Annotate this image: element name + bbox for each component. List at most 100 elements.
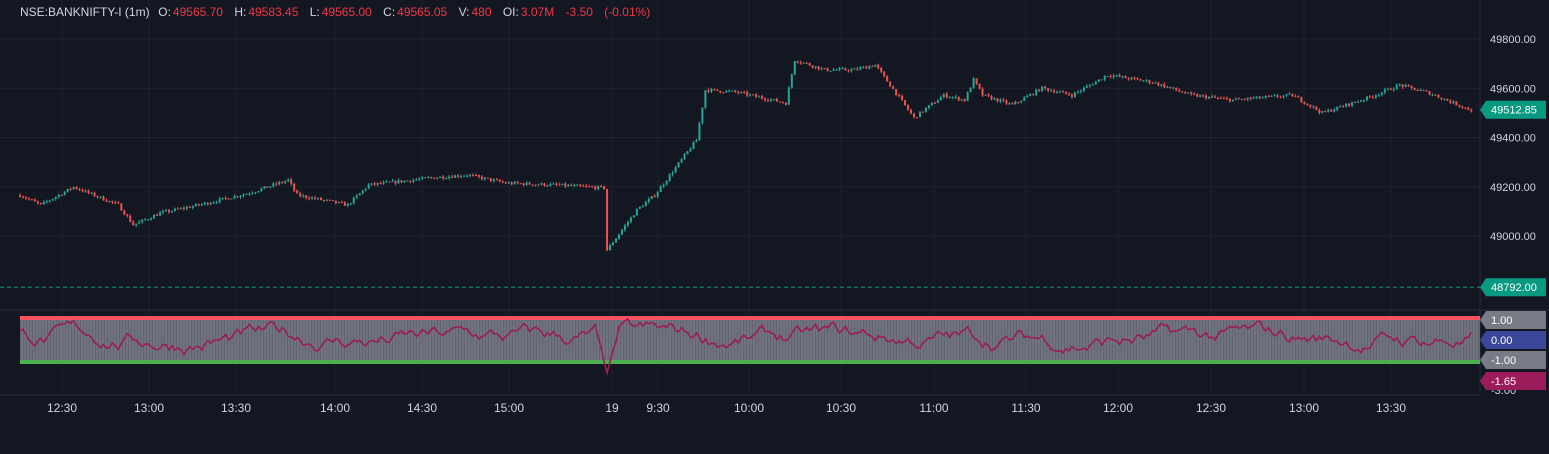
candle-body [391, 180, 394, 182]
time-tick-label: 10:30 [826, 401, 856, 415]
candle-body [197, 204, 200, 206]
candle-body [799, 62, 802, 64]
candle-body [1041, 86, 1044, 92]
candle-body [1240, 99, 1243, 101]
candle-body [1044, 86, 1047, 89]
candle-body [761, 96, 764, 99]
candle-body [334, 200, 337, 204]
price-tick-label: 49800.00 [1490, 34, 1536, 46]
symbol-label[interactable]: NSE:BANKNIFTY-I (1m) [20, 5, 150, 19]
candle-body [358, 193, 361, 196]
candle-body [939, 97, 942, 101]
candle-body [862, 66, 865, 68]
candle-body [451, 176, 454, 178]
candle-body [1142, 80, 1145, 82]
candle-body [996, 98, 999, 102]
candle-body [519, 183, 522, 185]
candle-body [463, 175, 466, 177]
candle-body [1398, 84, 1401, 86]
candle-body [266, 186, 269, 188]
candle-body [129, 216, 132, 222]
candle-body [680, 158, 683, 163]
candle-body [400, 180, 403, 183]
candle-body [1029, 93, 1032, 96]
candle-body [647, 198, 650, 203]
candle-body [516, 181, 519, 184]
candle-body [1273, 95, 1276, 97]
candle-body [942, 93, 945, 98]
candle-body [623, 225, 626, 230]
candle-body [421, 177, 424, 179]
candle-body [1285, 94, 1288, 96]
candle-body [868, 66, 871, 69]
candle-body [1267, 96, 1270, 98]
candle-body [1428, 91, 1431, 95]
candle-body [641, 206, 644, 208]
candle-body [778, 101, 781, 103]
candle-body [433, 177, 436, 179]
candle-body [1076, 91, 1079, 93]
candle-body [254, 192, 257, 194]
candle-body [981, 88, 984, 96]
candle-body [710, 89, 713, 92]
horizontal-line-label: 48792.00 [1491, 282, 1537, 294]
candle-body [924, 108, 927, 112]
candle-body [1121, 76, 1124, 78]
candle-body [1365, 96, 1368, 101]
candle-body [689, 148, 692, 152]
candle-body [1148, 80, 1151, 83]
candle-body [1249, 97, 1252, 99]
candle-body [19, 195, 21, 197]
candle-body [573, 185, 576, 187]
candle-body [1008, 103, 1011, 105]
candle-body [66, 188, 69, 192]
candle-body [1178, 90, 1181, 92]
candle-body [1321, 111, 1324, 113]
candle-body [203, 202, 206, 205]
candle-body [1461, 106, 1464, 108]
osc-tick-minus-1: -1.00 [1491, 355, 1516, 367]
candle-body [1237, 98, 1240, 100]
candle-body [740, 92, 743, 94]
candle-body [1115, 75, 1118, 77]
candle-body [1374, 95, 1377, 98]
candle-body [701, 107, 704, 124]
candle-body [102, 196, 105, 201]
volume-value: 480 [471, 5, 492, 19]
candle-body [668, 174, 671, 181]
candle-body [1145, 80, 1148, 82]
candle-body [185, 207, 188, 209]
candle-body [1434, 94, 1437, 96]
candle-body [704, 90, 707, 108]
candle-body [832, 69, 835, 71]
candle-body [1470, 109, 1473, 112]
candle-body [1112, 75, 1115, 77]
candle-body [1157, 82, 1160, 86]
candle-body [1437, 95, 1440, 98]
candle-body [105, 200, 108, 202]
candle-body [394, 180, 397, 184]
candle-body [176, 208, 179, 210]
candle-body [1425, 90, 1428, 92]
candle-body [1276, 95, 1279, 97]
candle-body [1294, 96, 1297, 98]
candle-body [826, 68, 829, 71]
candle-body [242, 194, 245, 196]
candle-body [239, 195, 242, 198]
candle-body [656, 191, 659, 197]
candle-body [51, 199, 54, 201]
candle-body [796, 61, 799, 63]
oi-label: OI: [502, 5, 519, 19]
candle-body [173, 208, 176, 211]
candle-body [1377, 94, 1380, 96]
candle-body [1288, 93, 1291, 95]
candle-body [424, 177, 427, 179]
candle-body [713, 89, 716, 91]
candle-body [87, 190, 90, 193]
candle-body [1035, 89, 1038, 95]
candle-body [147, 219, 150, 221]
candle-body [1166, 86, 1169, 88]
candle-body [752, 94, 755, 96]
candle-body [784, 102, 787, 105]
